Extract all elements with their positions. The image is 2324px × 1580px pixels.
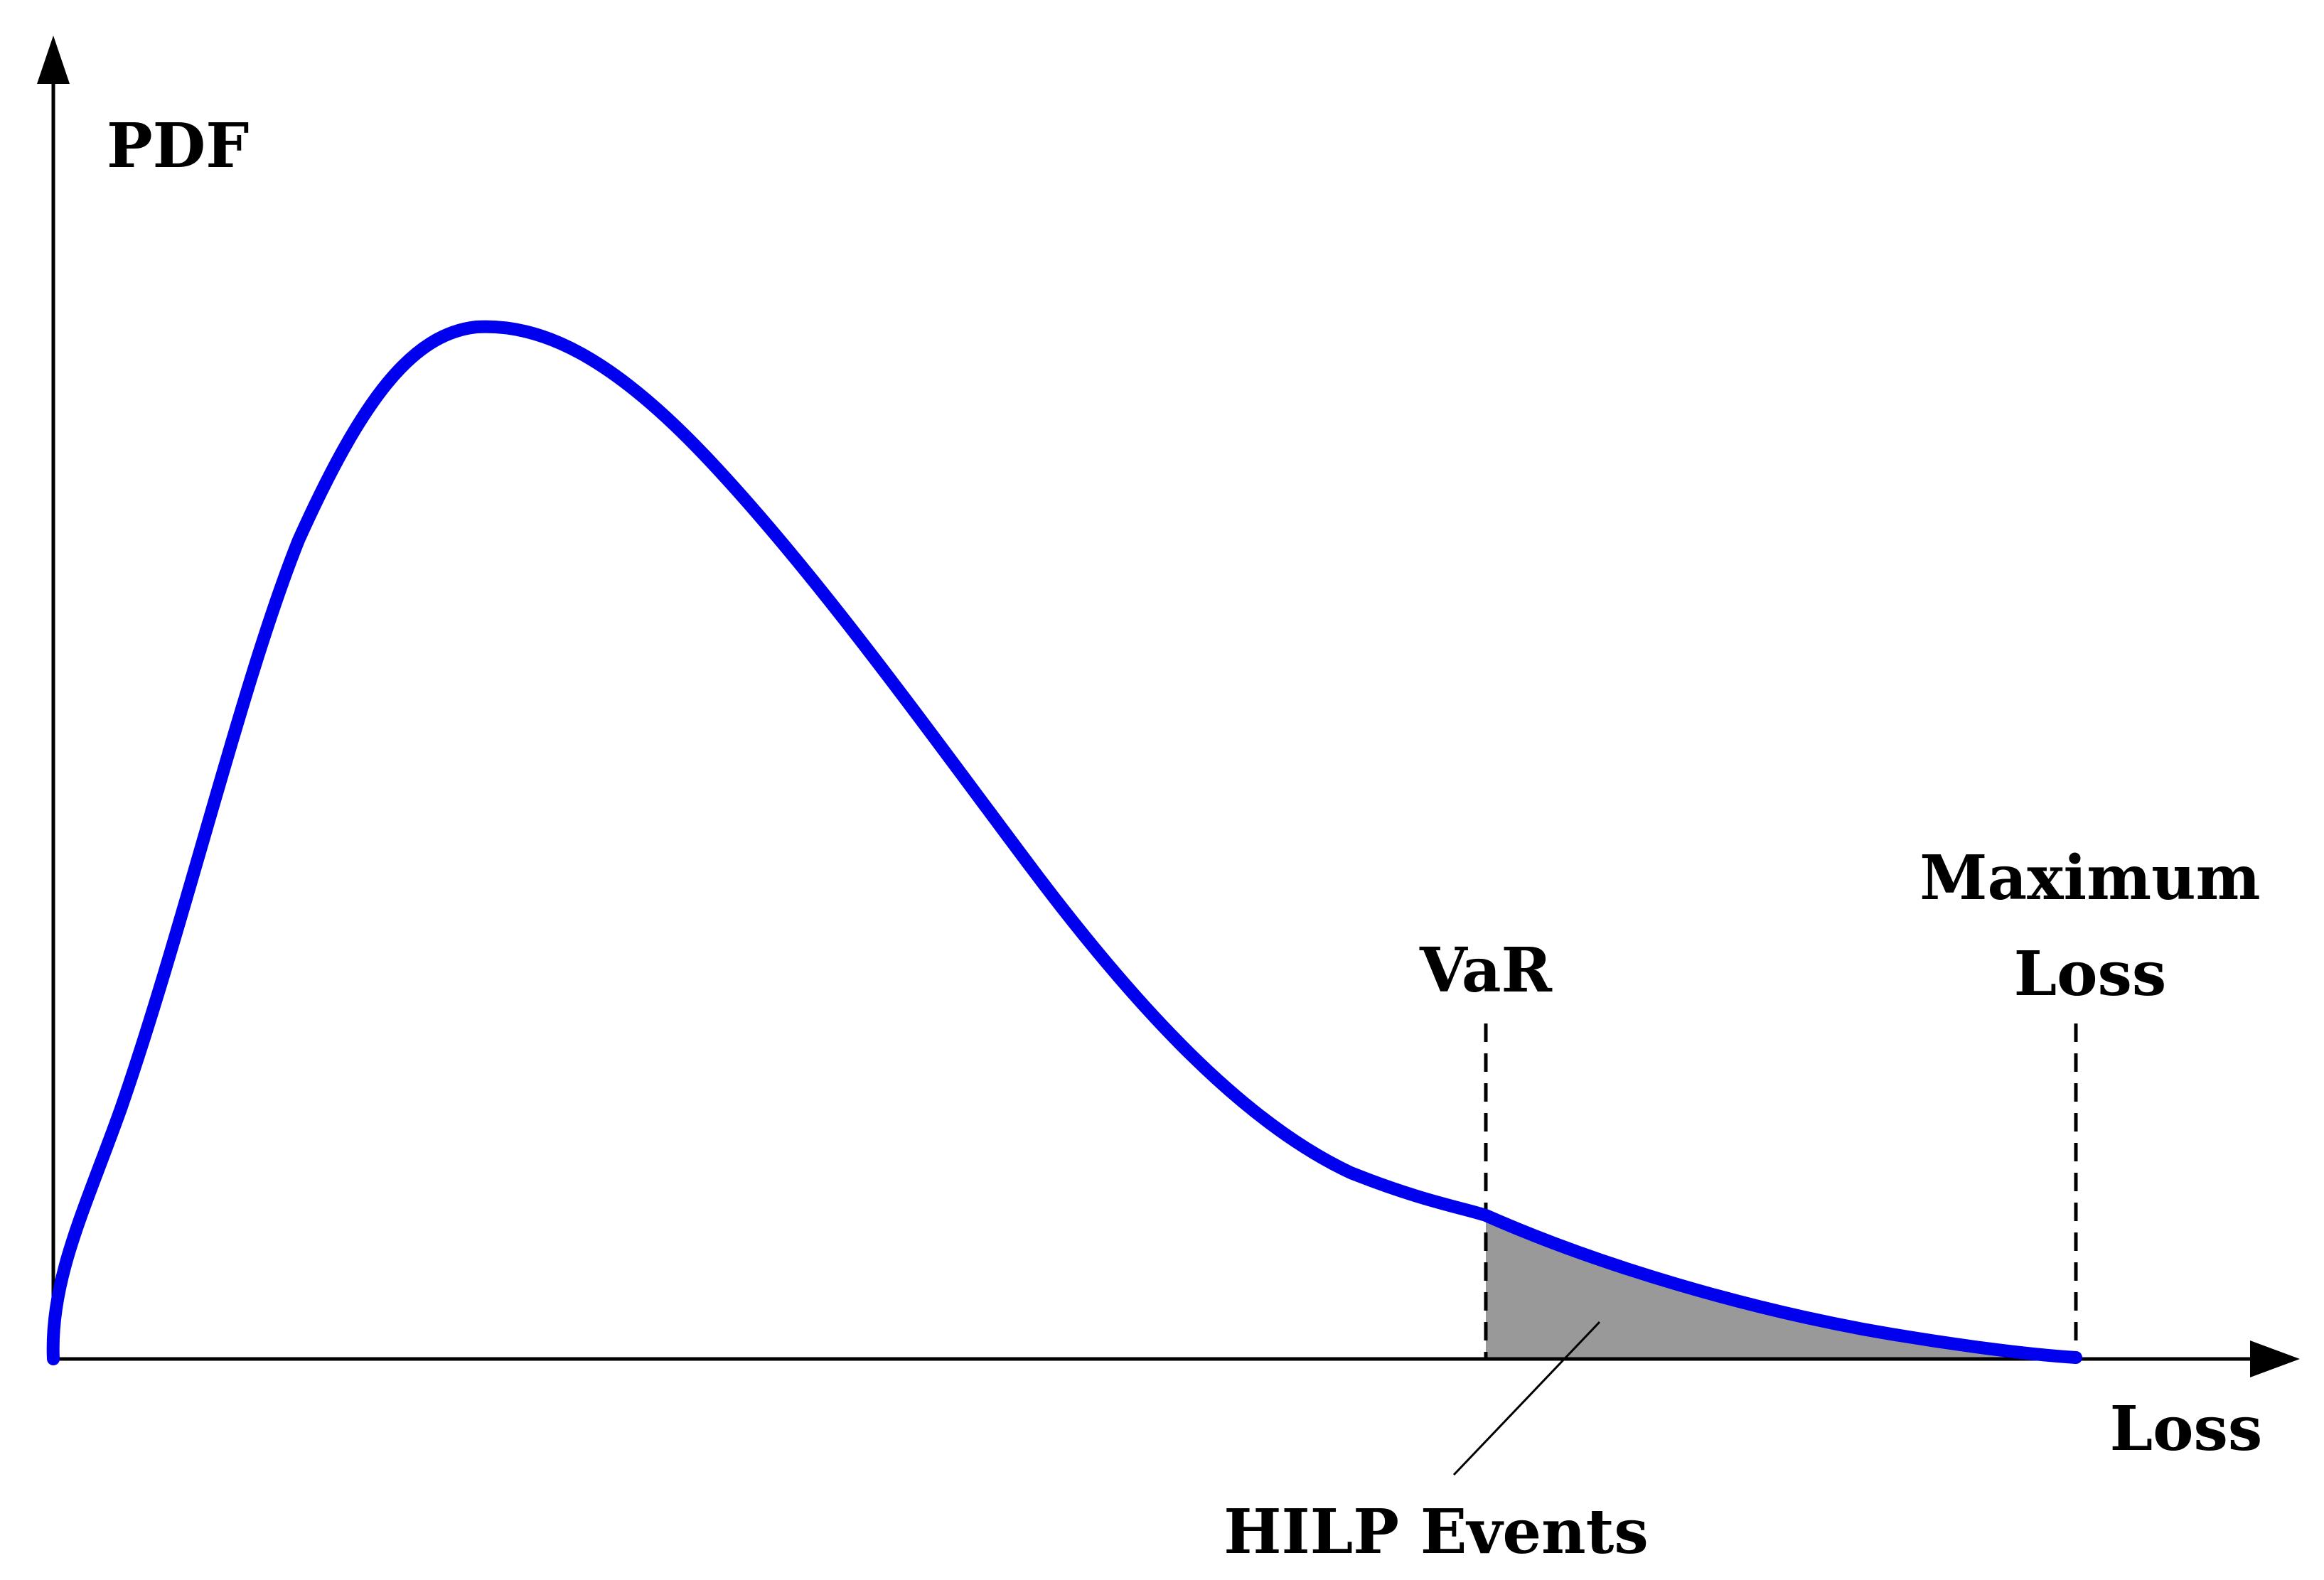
y-axis-arrowhead bbox=[37, 36, 70, 84]
y-axis-label: PDF bbox=[107, 110, 249, 182]
hilp-events-label: HILP Events bbox=[1223, 1496, 1648, 1568]
hilp-leader-line bbox=[1452, 1321, 1601, 1476]
x-axis-arrowhead bbox=[2250, 1340, 2300, 1377]
max-loss-label-line2: Loss bbox=[2014, 938, 2167, 1010]
pdf-curve bbox=[46, 320, 2082, 1365]
hilp-tail-area bbox=[1486, 1215, 2076, 1359]
var-label: VaR bbox=[1419, 935, 1553, 1006]
max-loss-label-line1: Maximum bbox=[1919, 842, 2260, 914]
x-axis-label: Loss bbox=[2110, 1393, 2263, 1465]
